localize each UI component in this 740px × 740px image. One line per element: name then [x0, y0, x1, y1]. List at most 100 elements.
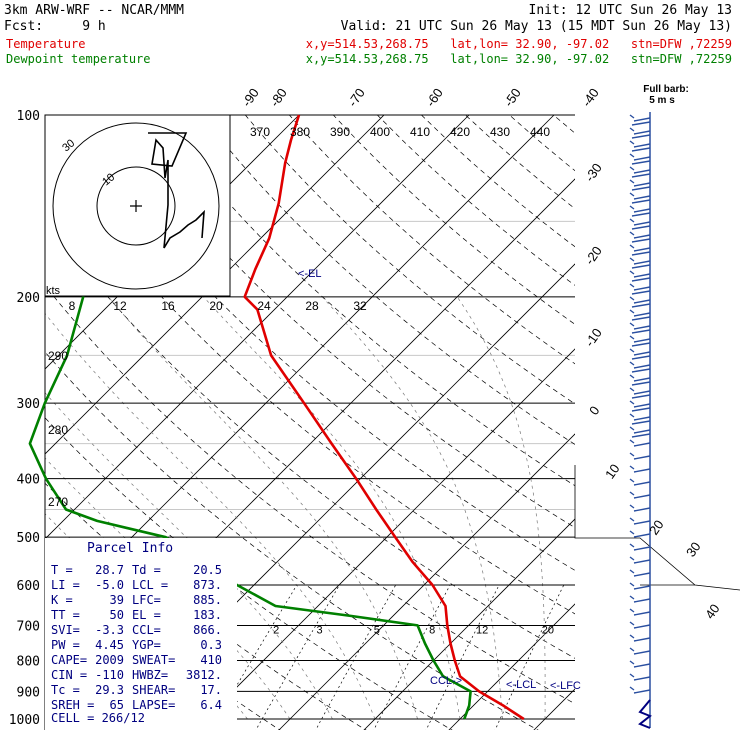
parcel-value: 0.3 [200, 638, 222, 652]
parcel-label: CIN = [51, 668, 87, 682]
mixing-ratio-label: 8 [429, 625, 435, 637]
parcel-label: PW = [51, 638, 80, 652]
wind-barb [633, 598, 651, 603]
wind-barb-tick [629, 244, 635, 249]
pressure-tick-label: 300 [17, 397, 40, 412]
pressure-tick-label: 200 [17, 291, 40, 306]
isotherm [45, 115, 555, 625]
wind-barb-tick [629, 556, 635, 561]
wind-barb-tick [629, 218, 635, 223]
wind-barb-tick [629, 647, 635, 652]
parcel-label: Tc = [51, 683, 80, 697]
wind-barb [631, 290, 651, 295]
wind-barb [633, 299, 651, 304]
wind-barb-tick [629, 465, 635, 470]
pressure-tick-label: 1000 [9, 713, 40, 728]
wind-barb-tick [629, 127, 635, 132]
wind-barb-tick [629, 309, 635, 314]
parcel-label: SREH = [51, 698, 94, 712]
wind-barb-tick [629, 582, 635, 587]
wind-barb [633, 585, 651, 590]
mixing-ratio-label: 20 [542, 625, 554, 637]
parcel-label: LAPSE= [132, 698, 175, 712]
parcel-label: LCL = [132, 578, 168, 592]
pressure-tick-label: 400 [17, 473, 40, 488]
parcel-value: -5.0 [95, 578, 124, 592]
forecast-hour: Fcst: 9 h [4, 19, 106, 34]
wind-barb [631, 186, 651, 191]
theta-label: 440 [530, 125, 550, 139]
wind-barb [631, 355, 651, 360]
wind-barb [633, 650, 651, 655]
wind-barb [631, 134, 651, 139]
temperature-legend-label: Temperature [6, 37, 85, 51]
wind-barb-tick [629, 361, 635, 366]
parcel-label: SHEAR= [132, 683, 175, 697]
wind-barb-tick [629, 140, 635, 145]
parcel-label: TT = [51, 608, 80, 622]
isotherm [45, 115, 385, 455]
isotherm-label-right: -30 [582, 160, 605, 184]
parcel-value: 39 [110, 593, 124, 607]
wind-barb [633, 169, 651, 174]
isotherm-label-top: -70 [345, 85, 368, 109]
wind-barb-tick [629, 452, 635, 457]
speed-axis-label: 12 [113, 299, 127, 313]
wind-barb [633, 403, 651, 408]
wind-barb [633, 117, 651, 122]
theta-label: 400 [370, 125, 390, 139]
dry-adiabat [421, 115, 575, 248]
dry-adiabat [598, 115, 740, 732]
wind-barb [631, 121, 651, 126]
parcel-value: 29.3 [95, 683, 124, 697]
wind-barb [631, 433, 651, 438]
wind-barb [631, 316, 651, 321]
wind-barb-tick [629, 296, 635, 301]
wind-barb [633, 611, 651, 616]
parcel-info-title: Parcel Info [87, 541, 173, 556]
wind-barb-tick [629, 491, 635, 496]
isotherm-label-right: -10 [582, 325, 605, 349]
parcel-value: 2009 [95, 653, 124, 667]
parcel-value: 65 [110, 698, 124, 712]
theta-label: 410 [410, 125, 430, 139]
theta-label-left: 270 [48, 495, 68, 509]
dry-adiabat [245, 115, 575, 405]
isotherm-label-right: 40 [702, 601, 723, 621]
wind-barb-tick [629, 660, 635, 665]
isotherm [702, 115, 740, 732]
wind-barb-tick [629, 686, 635, 691]
pressure-tick-label: 100 [17, 109, 40, 124]
hodograph-units: kts [46, 285, 61, 297]
wind-barb-tick [629, 530, 635, 535]
wind-barb-tick [629, 348, 635, 353]
wind-barb-tick [629, 413, 635, 418]
wind-barb-tick [629, 673, 635, 678]
theta-label: 380 [290, 125, 310, 139]
wind-barb [631, 251, 651, 256]
init-time: Init: 12 UTC Sun 26 May 13 [529, 3, 733, 18]
barb-legend-title: Full barb: [643, 84, 689, 95]
wind-barb [633, 247, 651, 252]
wind-barb-tick [629, 374, 635, 379]
parcel-value: 873. [193, 578, 222, 592]
wind-barb [633, 364, 651, 369]
wind-barb-tick [629, 478, 635, 483]
dewpoint-legend-info: x,y=514.53,268.75 lat,lon= 32.90, -97.02… [306, 52, 732, 66]
mixing-ratio-label: 12 [476, 625, 488, 637]
isotherm [278, 433, 575, 730]
wind-barb [631, 225, 651, 230]
speed-axis-label: 20 [209, 299, 223, 313]
isotherm-label-top: -40 [579, 85, 602, 109]
temperature-trace [243, 114, 525, 721]
parcel-label: EL = [132, 608, 161, 622]
parcel-label: YGP= [132, 638, 161, 652]
wind-barb-tick [629, 231, 635, 236]
wind-barb [633, 260, 651, 265]
wind-barb [633, 416, 651, 421]
wind-barb-tick [629, 283, 635, 288]
dry-adiabat [45, 417, 453, 730]
wind-barb-tick [629, 608, 635, 613]
speed-axis-label: 16 [161, 299, 175, 313]
